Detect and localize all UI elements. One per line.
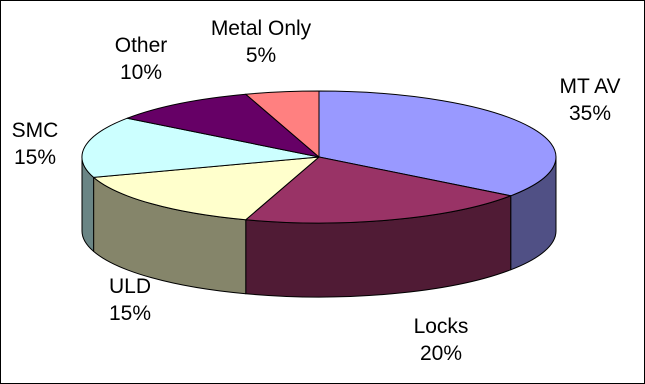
slice-mt-av (318, 90, 557, 197)
slice-smc (81, 117, 320, 178)
pie-sides (81, 156, 557, 298)
slice-metal-only (245, 90, 320, 158)
slice-label-percent: 5% (245, 44, 277, 67)
slice-label-percent: 10% (119, 61, 163, 84)
slice-label-name: SMC (11, 119, 59, 142)
slice-label-percent: 15% (13, 146, 57, 169)
slice-label-smc: SMC 15% (12, 117, 59, 171)
pie-tops (81, 90, 557, 224)
slice-label-mt-av: MT AV 35% (559, 73, 620, 127)
slice-other (126, 93, 320, 158)
slice-label-name: MT AV (559, 75, 621, 98)
slice-label-name: ULD (108, 275, 151, 298)
slice-label-percent: 15% (108, 302, 152, 325)
slice-label-percent: 20% (419, 342, 463, 365)
slice-label-name: Metal Only (210, 17, 312, 40)
slice-locks (245, 156, 512, 224)
slice-label-uld: ULD 15% (109, 273, 151, 327)
slice-label-percent: 35% (568, 102, 612, 125)
slice-label-metal-only: Metal Only 5% (211, 15, 311, 69)
slice-label-other: Other 10% (115, 32, 168, 86)
slice-label-locks: Locks 20% (414, 313, 469, 367)
slice-label-name: Locks (413, 315, 469, 338)
slice-label-name: Other (114, 34, 168, 57)
